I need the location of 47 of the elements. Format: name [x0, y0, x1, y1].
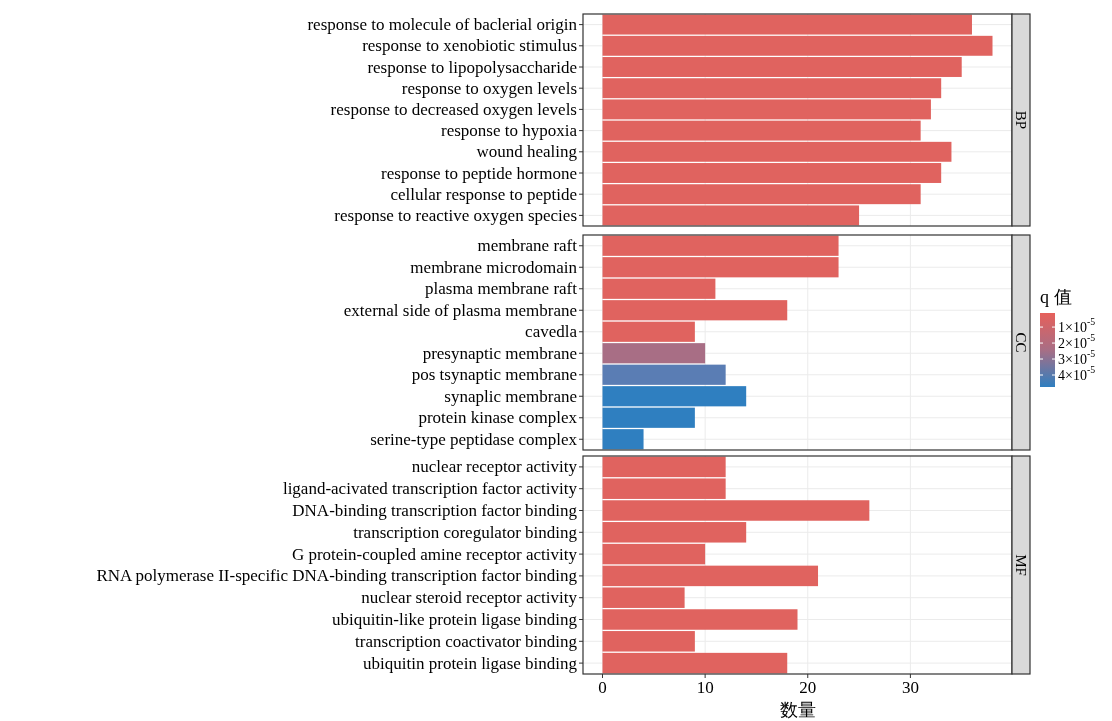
- x-tick-label: 30: [901, 678, 919, 697]
- y-tick-label: presynaptic membrane: [422, 343, 577, 363]
- y-tick-label: response to molecule of baclerial origin: [307, 15, 578, 35]
- y-tick-label: DNA-binding transcription factor binding: [292, 501, 578, 520]
- y-tick-label: serine-type peptidase complex: [370, 429, 578, 449]
- y-tick-label: protein kinase complex: [418, 408, 578, 428]
- y-tick-label: wound healing: [476, 142, 578, 162]
- y-tick-label: cavedla: [525, 322, 578, 342]
- y-tick-label: response to decreased oxygen levels: [330, 99, 577, 119]
- y-tick-label: response to lipopolysaccharide: [367, 57, 577, 77]
- y-tick-label: pos tsynaptic membrane: [411, 365, 577, 385]
- y-tick-label: response to hypoxia: [441, 121, 578, 141]
- y-tick-label: synaplic membrane: [444, 386, 577, 406]
- x-tick-label: 10: [696, 678, 714, 697]
- x-axis-title: 数量: [779, 700, 816, 720]
- y-tick-label: transcription coregulator binding: [353, 522, 578, 542]
- y-tick-label: cellular response to peptide: [390, 184, 577, 204]
- y-tick-label: response to xenobiotic stimulus: [362, 36, 577, 56]
- bar: [602, 343, 706, 364]
- y-tick-label: response to peptide hormone: [381, 163, 577, 183]
- bar: [602, 386, 747, 407]
- y-tick-label: G protein-coupled amine receptor activity: [291, 544, 578, 564]
- text: CC: [1013, 332, 1029, 353]
- y-tick-label: transcription coactivator binding: [355, 631, 578, 651]
- color-bar-title: q 值: [1040, 287, 1072, 307]
- y-tick-label: membrane raft: [477, 236, 578, 256]
- y-tick-label: nuclear steroid receptor activity: [361, 588, 578, 608]
- bar: [602, 321, 695, 342]
- x-tick-label: 20: [799, 678, 817, 697]
- y-tick-label: plasma membrane raft: [425, 279, 578, 299]
- y-tick-label: external side of plasma membrane: [343, 300, 577, 320]
- color-bar-label: 3×10$^{-5}$: [1058, 348, 1096, 367]
- x-tick-label: 0: [598, 678, 607, 697]
- y-tick-label: ligand-acivated transcription factor activity: [282, 479, 578, 499]
- y-tick-label: ubiquitin-like protein ligase binding: [331, 610, 578, 629]
- y-tick-label: response to oxygen levels: [401, 78, 577, 98]
- bar: [602, 364, 726, 385]
- y-tick-label: nuclear receptor activity: [411, 457, 578, 477]
- y-tick-label: response to reactive oxygen species: [334, 205, 577, 225]
- color-bar-label: 1×10$^{-5}$: [1058, 316, 1096, 335]
- text: MF: [1013, 554, 1029, 576]
- color-bar-label: 4×10$^{-5}$: [1058, 364, 1096, 383]
- text: BP: [1013, 110, 1029, 130]
- y-tick-label: ubiquitin protein ligase binding: [363, 653, 578, 673]
- y-tick-label: membrane microdomain: [410, 257, 578, 277]
- y-tick-label: RNA polymerase II-specific DNA-binding transcription factor binding: [96, 566, 578, 586]
- color-bar-label: 2×10$^{-5}$: [1058, 332, 1096, 351]
